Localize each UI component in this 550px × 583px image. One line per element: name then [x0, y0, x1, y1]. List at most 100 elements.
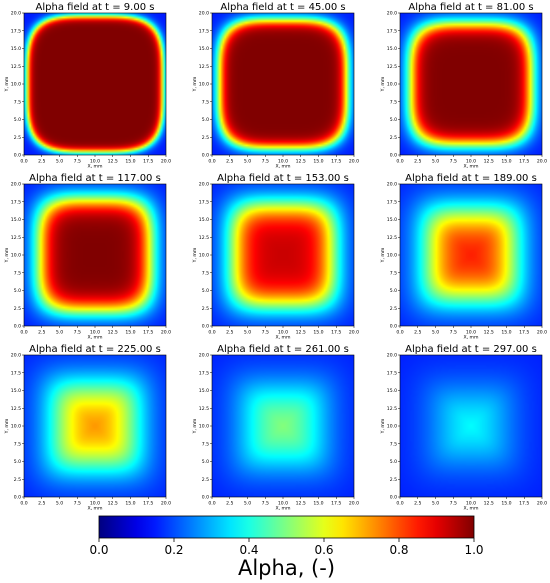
- y-tick-label: 17.5: [387, 199, 397, 205]
- y-tick-label: 5.0: [14, 117, 21, 123]
- x-tick-label: 2.5: [226, 159, 233, 165]
- x-tick-label: 5.0: [56, 330, 63, 336]
- y-tick-label: 0.0: [390, 153, 397, 159]
- y-tick-label: 20.0: [199, 182, 209, 188]
- y-tick-label: 12.5: [11, 406, 21, 412]
- y-tick-label: 0.0: [390, 324, 397, 330]
- colorbar-tick-label: 1.0: [464, 543, 483, 557]
- x-axis-label: X, mm: [275, 506, 291, 512]
- y-axis-label: Y, mm: [192, 76, 198, 92]
- y-axis-label: Y, mm: [4, 418, 10, 434]
- y-tick-label: 17.5: [199, 28, 209, 34]
- y-tick-label: 15.0: [199, 46, 209, 52]
- panel-title: Alpha field at t = 153.00 s: [217, 173, 349, 184]
- x-tick-label: 5.0: [244, 330, 251, 336]
- x-tick-label: 12.5: [296, 159, 306, 165]
- x-axis-label: X, mm: [463, 506, 479, 512]
- y-tick-label: 10.0: [387, 424, 397, 430]
- y-axis-label: Y, mm: [380, 76, 386, 92]
- heatmap-panel: Alpha field at t = 225.00 s 0.0 2.5 5.0 7.5 1…: [4, 344, 171, 512]
- x-tick-label: 7.5: [262, 501, 269, 507]
- x-tick-label: 20.0: [161, 330, 171, 336]
- x-tick-label: 7.5: [74, 330, 81, 336]
- y-tick-label: 2.5: [14, 306, 21, 312]
- y-axis-label: Y, mm: [4, 76, 10, 92]
- y-tick-label: 5.0: [390, 288, 397, 294]
- y-tick-label: 2.5: [390, 306, 397, 312]
- x-tick-label: 10.0: [466, 159, 476, 165]
- x-tick-label: 2.5: [226, 330, 233, 336]
- y-tick-label: 17.5: [199, 370, 209, 376]
- alpha-field-image: [24, 355, 166, 497]
- y-tick-label: 2.5: [202, 135, 209, 141]
- x-tick-label: 7.5: [450, 159, 457, 165]
- y-tick-label: 10.0: [11, 424, 21, 430]
- x-tick-label: 17.5: [331, 159, 341, 165]
- x-tick-label: 10.0: [90, 330, 100, 336]
- y-tick-label: 5.0: [390, 459, 397, 465]
- y-tick-label: 0.0: [14, 324, 21, 330]
- x-tick-label: 12.5: [108, 330, 118, 336]
- x-tick-label: 10.0: [466, 501, 476, 507]
- y-tick-label: 10.0: [387, 82, 397, 88]
- x-tick-label: 15.0: [501, 330, 511, 336]
- y-tick-label: 5.0: [202, 459, 209, 465]
- panel-title: Alpha field at t = 45.00 s: [220, 2, 345, 13]
- x-tick-label: 17.5: [519, 159, 529, 165]
- x-tick-label: 20.0: [161, 501, 171, 507]
- x-axis-label: X, mm: [87, 164, 103, 170]
- y-tick-label: 15.0: [387, 217, 397, 223]
- y-tick-label: 20.0: [199, 11, 209, 17]
- x-axis-label: X, mm: [463, 164, 479, 170]
- x-tick-label: 5.0: [244, 501, 251, 507]
- x-tick-label: 12.5: [108, 159, 118, 165]
- y-tick-label: 12.5: [199, 406, 209, 412]
- y-axis-label: Y, mm: [192, 418, 198, 434]
- x-tick-label: 0.0: [396, 330, 403, 336]
- x-axis-label: X, mm: [87, 335, 103, 341]
- colorbar-tick-label: 0.2: [164, 543, 183, 557]
- x-tick-label: 2.5: [38, 501, 45, 507]
- y-tick-label: 12.5: [11, 64, 21, 70]
- heatmap-panel: Alpha field at t = 189.00 s 0.0 2.5 5.0 7.5 1…: [380, 173, 547, 341]
- y-tick-label: 7.5: [14, 270, 21, 276]
- alpha-field-image: [212, 13, 354, 155]
- y-tick-label: 5.0: [14, 288, 21, 294]
- colorbar-label: Alpha, (-): [238, 556, 335, 580]
- alpha-field-image: [400, 355, 542, 497]
- y-tick-label: 12.5: [199, 235, 209, 241]
- x-tick-label: 12.5: [484, 501, 494, 507]
- x-tick-label: 7.5: [450, 501, 457, 507]
- y-tick-label: 7.5: [390, 270, 397, 276]
- colorbar: 0.0 0.2 0.4 0.6 0.8 1.0 Alpha, (-): [89, 515, 484, 580]
- y-tick-label: 20.0: [387, 11, 397, 17]
- x-tick-label: 17.5: [519, 501, 529, 507]
- alpha-field-image: [400, 13, 542, 155]
- panel-title: Alpha field at t = 189.00 s: [405, 173, 537, 184]
- y-tick-label: 10.0: [199, 82, 209, 88]
- y-axis-label: Y, mm: [4, 247, 10, 263]
- y-tick-label: 0.0: [202, 495, 209, 501]
- y-tick-label: 15.0: [199, 388, 209, 394]
- y-tick-label: 0.0: [14, 495, 21, 501]
- panel-title: Alpha field at t = 225.00 s: [29, 344, 161, 355]
- x-tick-label: 5.0: [56, 159, 63, 165]
- x-tick-label: 7.5: [74, 501, 81, 507]
- x-axis-label: X, mm: [87, 506, 103, 512]
- y-tick-label: 17.5: [199, 199, 209, 205]
- x-tick-label: 20.0: [349, 501, 359, 507]
- alpha-field-image: [212, 184, 354, 326]
- heatmap-panel: Alpha field at t = 297.00 s 0.0 2.5 5.0 7.5 1…: [380, 344, 547, 512]
- y-tick-label: 10.0: [11, 82, 21, 88]
- y-tick-label: 17.5: [11, 199, 21, 205]
- y-tick-label: 0.0: [390, 495, 397, 501]
- x-axis-label: X, mm: [275, 335, 291, 341]
- x-tick-label: 7.5: [262, 330, 269, 336]
- colorbar-tick-label: 0.4: [239, 543, 258, 557]
- y-tick-label: 10.0: [199, 253, 209, 259]
- panel-title: Alpha field at t = 81.00 s: [408, 2, 533, 13]
- y-tick-label: 2.5: [14, 135, 21, 141]
- y-tick-label: 0.0: [202, 324, 209, 330]
- y-tick-label: 7.5: [14, 441, 21, 447]
